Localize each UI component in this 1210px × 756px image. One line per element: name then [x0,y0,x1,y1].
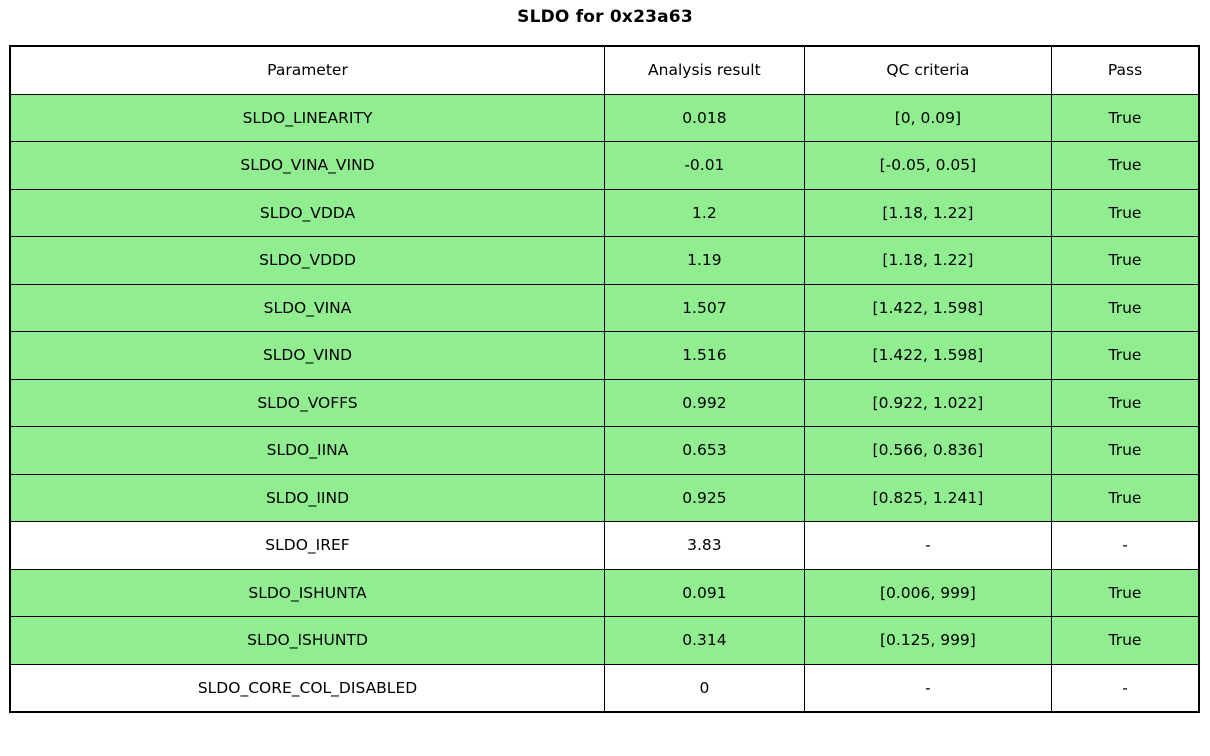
cell-pass: True [1051,331,1200,380]
cell-pass: True [1051,283,1200,332]
cell-qc-criteria: [0.006, 999] [803,568,1053,617]
cell-qc-criteria: [0.566, 0.836] [803,426,1053,475]
table-row: SLDO_VOFFS 0.992 [0.922, 1.022] True [9,378,1200,427]
cell-pass: True [1051,616,1200,665]
cell-parameter: SLDO_IIND [9,473,605,522]
cell-parameter: SLDO_CORE_COL_DISABLED [9,663,605,713]
cell-qc-criteria: [0, 0.09] [803,93,1053,142]
table-row: SLDO_LINEARITY 0.018 [0, 0.09] True [9,93,1200,142]
cell-parameter: SLDO_ISHUNTA [9,568,605,617]
cell-analysis-result: 0.091 [604,568,805,617]
cell-parameter: SLDO_VDDD [9,236,605,285]
cell-qc-criteria: [1.422, 1.598] [803,283,1053,332]
cell-analysis-result: 1.2 [604,188,805,237]
column-header-analysis-result: Analysis result [604,45,805,95]
column-header-qc-criteria: QC criteria [803,45,1053,95]
table-row: SLDO_CORE_COL_DISABLED 0 - - [9,663,1200,713]
page-title: SLDO for 0x23a63 [517,7,693,27]
cell-pass: True [1051,93,1200,142]
cell-analysis-result: 1.507 [604,283,805,332]
cell-pass: - [1051,521,1200,570]
cell-parameter: SLDO_IREF [9,521,605,570]
cell-pass: True [1051,188,1200,237]
cell-analysis-result: 3.83 [604,521,805,570]
cell-qc-criteria: [0.922, 1.022] [803,378,1053,427]
cell-qc-criteria: [-0.05, 0.05] [803,141,1053,190]
table-row: SLDO_VINA_VIND -0.01 [-0.05, 0.05] True [9,141,1200,190]
cell-analysis-result: 0.018 [604,93,805,142]
column-header-pass: Pass [1051,45,1200,95]
column-header-parameter: Parameter [9,45,605,95]
table-row: SLDO_VDDD 1.19 [1.18, 1.22] True [9,236,1200,285]
cell-pass: True [1051,141,1200,190]
cell-qc-criteria: [1.422, 1.598] [803,331,1053,380]
cell-analysis-result: 1.19 [604,236,805,285]
table-row: SLDO_IREF 3.83 - - [9,521,1200,570]
table-row: SLDO_ISHUNTA 0.091 [0.006, 999] True [9,568,1200,617]
cell-analysis-result: 0.992 [604,378,805,427]
cell-pass: True [1051,236,1200,285]
cell-parameter: SLDO_VINA [9,283,605,332]
cell-parameter: SLDO_VOFFS [9,378,605,427]
cell-qc-criteria: - [803,663,1053,713]
cell-analysis-result: -0.01 [604,141,805,190]
table-row: SLDO_IINA 0.653 [0.566, 0.836] True [9,426,1200,475]
cell-parameter: SLDO_ISHUNTD [9,616,605,665]
cell-analysis-result: 0.314 [604,616,805,665]
cell-pass: True [1051,568,1200,617]
cell-qc-criteria: - [803,521,1053,570]
table-row: SLDO_VINA 1.507 [1.422, 1.598] True [9,283,1200,332]
cell-qc-criteria: [1.18, 1.22] [803,188,1053,237]
table-row: SLDO_VDDA 1.2 [1.18, 1.22] True [9,188,1200,237]
cell-pass: - [1051,663,1200,713]
cell-pass: True [1051,426,1200,475]
table-header-row: Parameter Analysis result QC criteria Pa… [9,45,1200,95]
table-body: SLDO_LINEARITY 0.018 [0, 0.09] True SLDO… [9,93,1200,713]
cell-parameter: SLDO_VIND [9,331,605,380]
cell-parameter: SLDO_VDDA [9,188,605,237]
cell-analysis-result: 0 [604,663,805,713]
cell-qc-criteria: [0.125, 999] [803,616,1053,665]
qc-results-table: Parameter Analysis result QC criteria Pa… [9,45,1200,713]
cell-analysis-result: 1.516 [604,331,805,380]
cell-analysis-result: 0.653 [604,426,805,475]
table-row: SLDO_VIND 1.516 [1.422, 1.598] True [9,331,1200,380]
cell-pass: True [1051,378,1200,427]
table-row: SLDO_ISHUNTD 0.314 [0.125, 999] True [9,616,1200,665]
cell-analysis-result: 0.925 [604,473,805,522]
cell-pass: True [1051,473,1200,522]
cell-qc-criteria: [0.825, 1.241] [803,473,1053,522]
table-row: SLDO_IIND 0.925 [0.825, 1.241] True [9,473,1200,522]
cell-parameter: SLDO_VINA_VIND [9,141,605,190]
cell-parameter: SLDO_IINA [9,426,605,475]
cell-qc-criteria: [1.18, 1.22] [803,236,1053,285]
cell-parameter: SLDO_LINEARITY [9,93,605,142]
